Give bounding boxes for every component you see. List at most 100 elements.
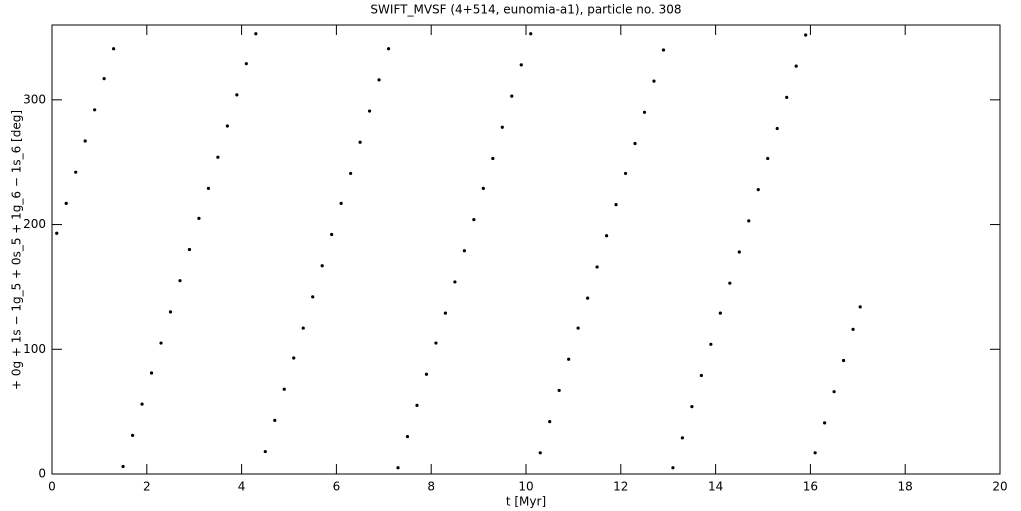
point — [652, 79, 656, 83]
point — [83, 139, 87, 143]
point — [576, 326, 580, 330]
point — [178, 279, 182, 283]
point — [140, 402, 144, 406]
point — [55, 231, 59, 235]
point — [538, 451, 542, 455]
y-tick-label: 200 — [23, 217, 46, 231]
point — [93, 108, 97, 112]
point — [235, 93, 239, 97]
point — [671, 466, 675, 470]
point — [728, 281, 732, 285]
point — [358, 140, 362, 144]
x-axis-label: t [Myr] — [506, 495, 546, 509]
point — [320, 264, 324, 268]
point — [813, 451, 817, 455]
x-tick-label: 14 — [708, 480, 723, 494]
point — [500, 125, 504, 129]
point — [377, 78, 381, 82]
x-tick-label: 2 — [143, 480, 151, 494]
point — [64, 201, 68, 205]
x-tick-label: 0 — [48, 480, 56, 494]
point — [642, 110, 647, 114]
point — [529, 32, 533, 36]
point — [841, 358, 846, 363]
point — [680, 436, 685, 440]
point — [481, 186, 485, 190]
x-tick-label: 18 — [898, 480, 913, 494]
point — [405, 434, 410, 439]
point — [614, 203, 618, 207]
point — [557, 388, 561, 393]
y-tick-label: 100 — [23, 342, 46, 356]
point — [149, 371, 154, 375]
point — [225, 124, 229, 128]
point — [367, 109, 372, 113]
point — [187, 247, 192, 252]
chart-title: SWIFT_MVSF (4+514, eunomia-a1), particle… — [370, 3, 681, 17]
y-axis-label: + 0g + 1s − 1g_5 + 0s_5 + 1g_6 − 1s_6 [d… — [10, 110, 24, 390]
point — [112, 47, 116, 51]
point — [586, 296, 590, 300]
point — [747, 219, 751, 223]
point — [519, 63, 523, 67]
point — [74, 170, 78, 174]
x-tick-label: 8 — [427, 480, 435, 494]
point — [282, 387, 286, 391]
x-tick-label: 10 — [518, 480, 533, 494]
point — [168, 310, 173, 314]
point — [311, 295, 315, 299]
point — [216, 155, 220, 159]
point — [254, 32, 258, 36]
point — [130, 433, 135, 437]
point — [832, 390, 836, 394]
x-tick-label: 12 — [613, 480, 628, 494]
point — [858, 305, 862, 309]
x-tick-label: 20 — [992, 480, 1007, 494]
point — [699, 373, 703, 378]
point — [785, 95, 789, 99]
point — [823, 421, 827, 425]
point — [159, 341, 163, 345]
point — [851, 327, 855, 331]
point — [709, 342, 713, 346]
point — [491, 156, 495, 161]
point — [415, 403, 419, 408]
point — [623, 171, 628, 176]
point — [766, 156, 770, 161]
plot-frame — [51, 24, 1001, 475]
point — [330, 232, 334, 237]
point — [349, 171, 353, 176]
point — [453, 280, 457, 284]
y-tick-label: 300 — [23, 92, 46, 106]
point — [386, 47, 391, 51]
point — [548, 420, 552, 424]
point — [567, 357, 571, 361]
point — [510, 94, 514, 98]
point — [434, 341, 438, 345]
point — [794, 64, 798, 68]
point — [661, 48, 666, 52]
point — [121, 464, 125, 469]
point — [775, 126, 779, 131]
x-tick-label: 16 — [803, 480, 818, 494]
point — [263, 449, 267, 454]
point — [633, 141, 637, 146]
point — [690, 405, 694, 409]
x-tick-label: 4 — [238, 480, 246, 494]
point — [102, 77, 106, 81]
point — [244, 62, 248, 66]
point — [197, 216, 201, 220]
point — [424, 372, 429, 376]
point — [756, 188, 760, 192]
point — [604, 234, 609, 238]
point — [206, 186, 211, 190]
point — [472, 217, 476, 222]
point — [339, 201, 343, 205]
point — [292, 356, 296, 360]
point — [301, 326, 305, 330]
y-tick-label: 0 — [38, 467, 46, 481]
point — [595, 265, 599, 269]
point — [804, 33, 808, 37]
